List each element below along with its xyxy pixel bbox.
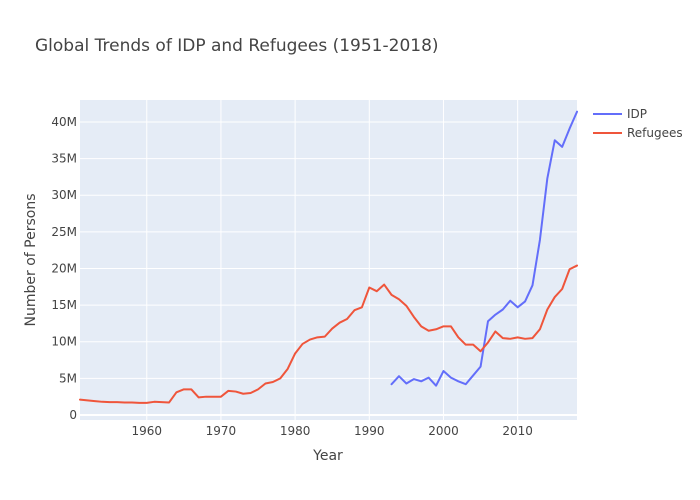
y-tick-label: 0 xyxy=(69,408,77,422)
y-axis-title: Number of Persons xyxy=(23,194,39,327)
y-tick-labels: 0 5M 10M 15M 20M 25M 30M 35M 40M xyxy=(51,115,77,422)
x-gridlines xyxy=(146,100,519,420)
x-tick-label: 2000 xyxy=(428,424,459,438)
y-tick-label: 25M xyxy=(51,225,77,239)
y-tick-label: 40M xyxy=(51,115,77,129)
y-tick-label: 20M xyxy=(51,261,77,275)
legend[interactable]: IDP Refugees xyxy=(593,107,683,140)
x-tick-label: 1980 xyxy=(280,424,311,438)
series-line-idp xyxy=(390,110,578,387)
y-tick-label: 5M xyxy=(59,371,77,385)
series-line-refugees xyxy=(79,264,578,404)
y-tick-label: 15M xyxy=(51,298,77,312)
x-tick-label: 2010 xyxy=(502,424,533,438)
x-tick-label: 1970 xyxy=(206,424,237,438)
legend-label: IDP xyxy=(627,107,647,121)
y-gridlines xyxy=(80,121,577,416)
y-tick-label: 10M xyxy=(51,335,77,349)
chart-title: Global Trends of IDP and Refugees (1951-… xyxy=(35,36,439,56)
series-lines xyxy=(79,110,578,404)
x-tick-labels: 1960 1970 1980 1990 2000 2010 xyxy=(131,424,532,438)
x-tick-label: 1990 xyxy=(354,424,385,438)
plot-background xyxy=(80,100,577,420)
y-tick-label: 35M xyxy=(51,152,77,166)
legend-item-refugees[interactable]: Refugees xyxy=(593,126,683,140)
x-tick-label: 1960 xyxy=(131,424,162,438)
legend-label: Refugees xyxy=(627,126,683,140)
legend-item-idp[interactable]: IDP xyxy=(593,107,647,121)
x-axis-title: Year xyxy=(312,448,343,464)
y-tick-label: 30M xyxy=(51,188,77,202)
